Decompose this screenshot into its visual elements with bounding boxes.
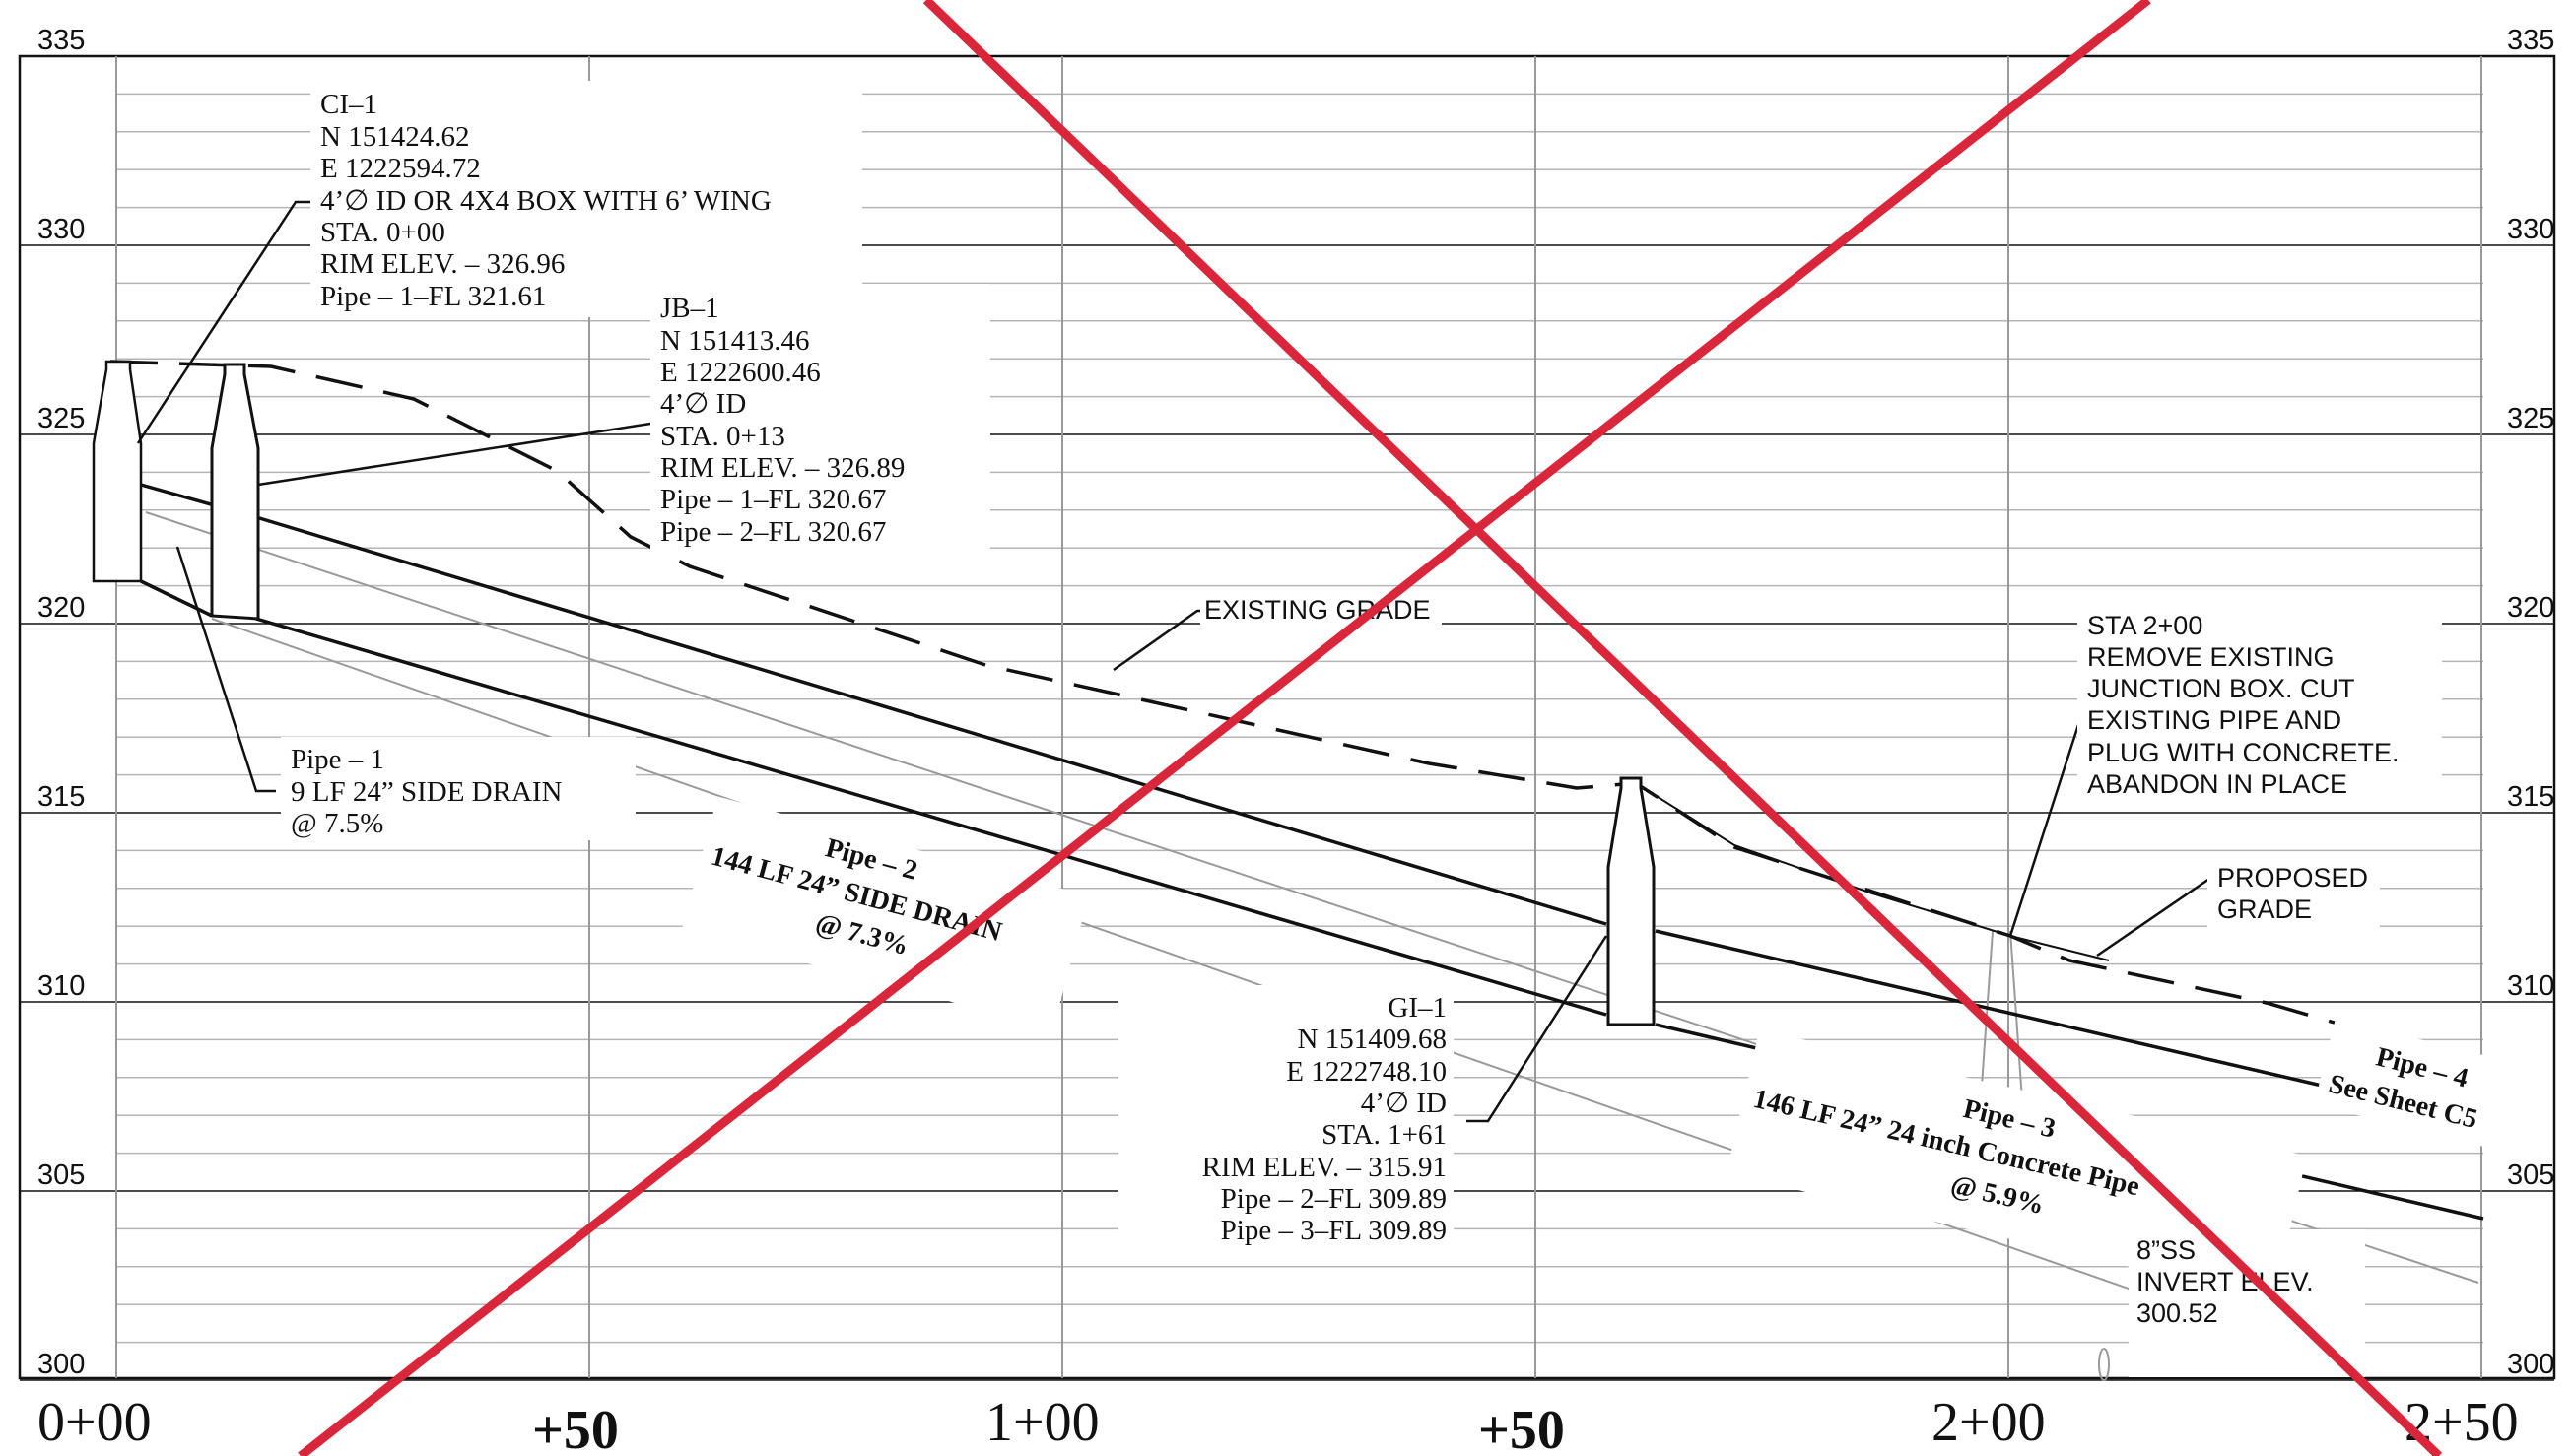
elevation-axis-right: 335 330 325 320 315 310 305 300 bbox=[2507, 25, 2554, 1380]
structure-jb-1 bbox=[210, 363, 260, 621]
label-pipe-2: Pipe – 2 144 LF 24” SIDE DRAIN @ 7.3% bbox=[681, 796, 1089, 1029]
elev-label-right: 325 bbox=[2507, 403, 2554, 434]
sta200-line: JUNCTION BOX. CUT bbox=[2087, 674, 2355, 703]
elevation-axis-left: 335 330 325 320 315 310 305 300 bbox=[37, 25, 85, 1380]
jb1-line: N 151413.46 bbox=[660, 325, 809, 357]
elev-label-right: 310 bbox=[2507, 970, 2554, 1002]
structure-gi-1 bbox=[1606, 776, 1656, 1026]
sta200-line: STA 2+00 bbox=[2087, 611, 2202, 640]
station-label: 1+00 bbox=[985, 1392, 1100, 1453]
jb1-line: Pipe – 1–FL 320.67 bbox=[660, 484, 886, 515]
elev-label-left: 305 bbox=[37, 1159, 85, 1191]
gi1-line: STA. 1+61 bbox=[1321, 1119, 1447, 1151]
jb1-line: RIM ELEV. – 326.89 bbox=[660, 452, 905, 484]
elev-label-right: 335 bbox=[2507, 25, 2554, 56]
pipe1-line: 9 LF 24” SIDE DRAIN bbox=[291, 776, 563, 808]
elev-label-left: 320 bbox=[37, 592, 85, 624]
station-label: 2+00 bbox=[1931, 1392, 2046, 1453]
gi1-line: RIM ELEV. – 315.91 bbox=[1202, 1152, 1447, 1183]
proposed-grade-line: PROPOSED bbox=[2217, 863, 2368, 893]
existing-grade-label: EXISTING GRADE bbox=[1204, 595, 1431, 625]
label-jb-1: JB–1 N 151413.46 E 1222600.46 4’∅ ID STA… bbox=[650, 284, 990, 555]
ci1-line: STA. 0+00 bbox=[320, 217, 445, 248]
jb1-line: 4’∅ ID bbox=[660, 388, 746, 420]
station-label: +50 bbox=[532, 1400, 619, 1456]
sta200-line: REMOVE EXISTING bbox=[2087, 642, 2335, 672]
jb1-line: STA. 0+13 bbox=[660, 421, 785, 452]
jb1-line: Pipe – 2–FL 320.67 bbox=[660, 516, 886, 548]
sta200-line: EXISTING PIPE AND bbox=[2087, 705, 2341, 735]
label-sta-200: STA 2+00 REMOVE EXISTING JUNCTION BOX. C… bbox=[2077, 603, 2442, 805]
gi1-line: Pipe – 2–FL 309.89 bbox=[1221, 1183, 1447, 1215]
label-proposed-grade: PROPOSED GRADE bbox=[2207, 855, 2380, 932]
ci1-line: 4’∅ ID OR 4X4 BOX WITH 6’ WING bbox=[320, 185, 772, 217]
label-existing-grade: EXISTING GRADE bbox=[1200, 589, 1442, 629]
label-pipe-1: Pipe – 1 9 LF 24” SIDE DRAIN @ 7.5% bbox=[281, 737, 636, 840]
ss-line: INVERT ELEV. bbox=[2136, 1267, 2314, 1296]
elev-label-left: 325 bbox=[37, 403, 85, 434]
proposed-grade-line bbox=[1635, 782, 2110, 961]
elev-label-right: 320 bbox=[2507, 592, 2554, 624]
elev-label-right: 300 bbox=[2507, 1349, 2554, 1380]
ci1-line: N 151424.62 bbox=[320, 121, 469, 153]
void-x-stroke bbox=[298, 0, 2151, 1456]
elev-label-left: 330 bbox=[37, 214, 85, 245]
jb1-line: E 1222600.46 bbox=[660, 357, 821, 388]
leader-proposed-grade bbox=[2096, 875, 2213, 958]
structure-ci-1 bbox=[92, 360, 143, 583]
label-ci-1: CI–1 N 151424.62 E 1222594.72 4’∅ ID OR … bbox=[310, 81, 862, 317]
pipe-1-bottom bbox=[140, 579, 213, 618]
gi1-line: 4’∅ ID bbox=[1361, 1088, 1447, 1119]
leader-sta200 bbox=[2008, 696, 2089, 937]
leader-ci1 bbox=[136, 200, 315, 444]
pipe-2-bottom bbox=[255, 617, 1607, 1017]
elev-label-left: 310 bbox=[37, 970, 85, 1002]
leader-gi1 bbox=[1466, 935, 1608, 1123]
pipe1-line: @ 7.5% bbox=[291, 808, 383, 839]
proposed-grade-line: GRADE bbox=[2217, 894, 2312, 924]
label-pipe-4: Pipe – 4 See Sheet C5 bbox=[2314, 1018, 2537, 1155]
ci1-line: CI–1 bbox=[320, 89, 377, 120]
gi1-line: GI–1 bbox=[1388, 992, 1447, 1024]
gi1-line: Pipe – 3–FL 309.89 bbox=[1221, 1215, 1447, 1246]
pipe1-line: Pipe – 1 bbox=[291, 744, 384, 775]
station-axis: 0+00 +50 1+00 +50 2+00 2+50 bbox=[37, 1392, 2519, 1456]
ss-line: 300.52 bbox=[2136, 1298, 2218, 1328]
station-label: +50 bbox=[1478, 1400, 1565, 1456]
label-gi-1: GI–1 N 151409.68 E 1222748.10 4’∅ ID STA… bbox=[1118, 985, 1454, 1256]
void-x-stroke bbox=[922, 0, 2443, 1456]
leader-jb1 bbox=[257, 422, 651, 487]
elev-label-left: 300 bbox=[37, 1349, 85, 1380]
leader-lines bbox=[136, 200, 2213, 1123]
ci1-line: Pipe – 1–FL 321.61 bbox=[320, 281, 546, 312]
pipe-2-top bbox=[255, 515, 1607, 926]
ss-line: 8”SS bbox=[2136, 1235, 2196, 1265]
existing-grade-line bbox=[109, 360, 2484, 1068]
jb1-line: JB–1 bbox=[660, 293, 719, 324]
elev-label-left: 335 bbox=[37, 25, 85, 56]
elev-label-left: 315 bbox=[37, 781, 85, 813]
gi1-line: E 1222748.10 bbox=[1286, 1056, 1447, 1088]
void-x-mark bbox=[298, 0, 2443, 1456]
elev-label-right: 315 bbox=[2507, 781, 2554, 813]
sta200-line: ABANDON IN PLACE bbox=[2087, 769, 2347, 799]
station-label: 0+00 bbox=[37, 1392, 152, 1453]
leader-pipe1 bbox=[175, 546, 276, 793]
elev-label-right: 305 bbox=[2507, 1159, 2554, 1191]
ci1-line: E 1222594.72 bbox=[320, 153, 481, 184]
elev-label-right: 330 bbox=[2507, 214, 2554, 245]
sta200-line: PLUG WITH CONCRETE. bbox=[2087, 738, 2400, 767]
gi1-line: N 151409.68 bbox=[1298, 1024, 1447, 1055]
ci1-line: RIM ELEV. – 326.96 bbox=[320, 248, 565, 280]
